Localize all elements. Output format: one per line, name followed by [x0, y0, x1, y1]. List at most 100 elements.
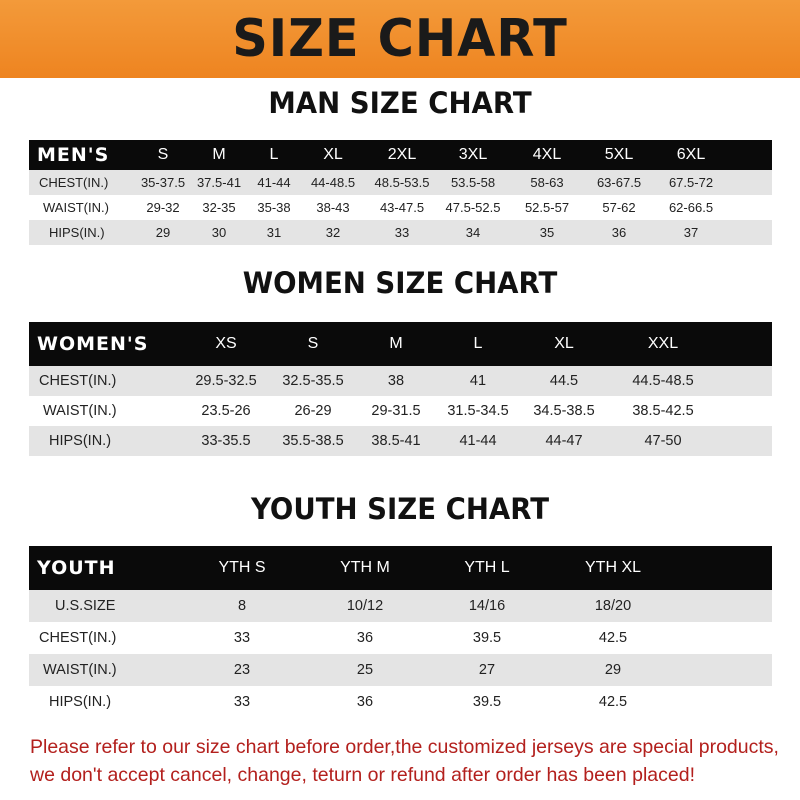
size-header: S: [307, 335, 319, 352]
table-cell: 34: [465, 225, 481, 240]
table-row: U.S.SIZE 8 10/12 14/16 18/20: [29, 590, 772, 622]
size-header: YTH L: [464, 559, 510, 576]
table-row: CHEST(IN.) 29.5-32.5 32.5-35.5 38 41 44.5 44.5…: [29, 366, 772, 396]
table-cell: 44.5: [549, 373, 579, 389]
table-cell: 8: [237, 598, 247, 614]
size-header: M: [389, 335, 403, 352]
table-cell: 29.5-32.5: [195, 373, 257, 389]
row-label: CHEST(IN.): [39, 630, 117, 646]
table-cell: 67.5-72: [668, 175, 714, 190]
header-label: WOMEN'S: [37, 333, 149, 355]
size-header: XL: [554, 335, 574, 352]
notice-line-2: we don't accept cancel, change, teturn o…: [30, 764, 695, 786]
row-label: CHEST(IN.): [39, 175, 109, 190]
table-cell: 29: [604, 662, 622, 678]
size-header: YTH M: [340, 559, 390, 576]
table-cell: 36: [611, 225, 627, 240]
table-row: WAIST(IN.) 23.5-26 26-29 29-31.5 31.5-34.5 34…: [29, 396, 772, 426]
table-cell: 25: [356, 662, 374, 678]
table-row: WAIST(IN.) 23 25 27 29: [29, 654, 772, 686]
table-cell: 41-44: [459, 433, 497, 449]
row-label: WAIST(IN.): [43, 200, 109, 215]
size-header: L: [473, 335, 483, 352]
table-cell: 37: [683, 225, 699, 240]
row-label: WAIST(IN.): [43, 662, 117, 678]
size-header: XXL: [647, 335, 679, 352]
notice-line-1: Please refer to our size chart before or…: [30, 736, 779, 758]
header-label: YOUTH: [37, 557, 116, 579]
row-label: U.S.SIZE: [55, 598, 116, 614]
men-header-row: MEN'S S M L XL 2XL 3XL 4XL 5XL 6XL: [29, 140, 772, 170]
table-cell: 14/16: [468, 598, 506, 614]
table-cell: 29-32: [146, 200, 180, 215]
youth-header-row: YOUTH YTH S YTH M YTH L YTH XL: [29, 546, 772, 590]
youth-title: YOUTH SIZE CHART: [250, 492, 550, 526]
table-row: HIPS(IN.) 33 36 39.5 42.5: [29, 686, 772, 718]
table-cell: 38.5-41: [371, 433, 421, 449]
size-header: 5XL: [604, 146, 634, 163]
banner-title: SIZE CHART: [232, 9, 568, 69]
women-size-table: WOMEN'S XS S M L XL XXL CHEST(IN.) 29.5-32.5 32.5…: [29, 322, 772, 456]
table-cell: 44.5-48.5: [632, 373, 694, 389]
table-row: HIPS(IN.) 29 30 31 32 33 34 35 36 37: [29, 220, 772, 245]
table-cell: 35.5-38.5: [282, 433, 344, 449]
table-cell: 57-62: [602, 200, 636, 215]
table-cell: 32: [325, 225, 341, 240]
table-cell: 38: [387, 373, 405, 389]
table-cell: 10/12: [346, 598, 384, 614]
table-cell: 42.5: [598, 630, 628, 646]
table-cell: 38-43: [316, 200, 350, 215]
banner: SIZE CHART: [0, 0, 800, 78]
table-cell: 44-48.5: [310, 175, 356, 190]
table-cell: 23.5-26: [201, 403, 251, 419]
table-cell: 52.5-57: [524, 200, 570, 215]
table-cell: 36: [356, 630, 374, 646]
table-cell: 27: [478, 662, 496, 678]
table-cell: 32.5-35.5: [282, 373, 344, 389]
table-cell: 62-66.5: [668, 200, 714, 215]
size-header: M: [212, 146, 226, 163]
row-label: HIPS(IN.): [49, 433, 112, 449]
table-cell: 31: [266, 225, 282, 240]
table-cell: 33: [233, 694, 251, 710]
table-row: CHEST(IN.) 35-37.5 37.5-41 41-44 44-48.5 48.5…: [29, 170, 772, 195]
header-label: MEN'S: [37, 144, 110, 166]
table-cell: 23: [233, 662, 251, 678]
notice-text: Please refer to our size chart before or…: [30, 733, 790, 789]
table-cell: 37.5-41: [196, 175, 242, 190]
row-label: HIPS(IN.): [49, 225, 105, 240]
size-header: S: [157, 146, 169, 163]
size-header: XS: [215, 335, 237, 352]
table-cell: 44-47: [545, 433, 583, 449]
youth-size-table: YOUTH YTH S YTH M YTH L YTH XL U.S.SIZE 8 10/12…: [29, 546, 772, 718]
table-cell: 39.5: [472, 630, 502, 646]
table-cell: 53.5-58: [450, 175, 496, 190]
row-label: HIPS(IN.): [49, 694, 112, 710]
table-cell: 33: [394, 225, 410, 240]
table-cell: 34.5-38.5: [533, 403, 595, 419]
women-header-row: WOMEN'S XS S M L XL XXL: [29, 322, 772, 366]
table-cell: 42.5: [598, 694, 628, 710]
men-title: MAN SIZE CHART: [268, 86, 532, 120]
table-cell: 33-35.5: [201, 433, 251, 449]
table-cell: 36: [356, 694, 374, 710]
table-cell: 35-37.5: [140, 175, 186, 190]
table-cell: 47-50: [644, 433, 682, 449]
table-cell: 47.5-52.5: [445, 200, 501, 215]
table-cell: 26-29: [294, 403, 332, 419]
size-header: YTH S: [218, 559, 266, 576]
table-cell: 29: [155, 225, 171, 240]
men-size-table: MEN'S S M L XL 2XL 3XL 4XL 5XL 6XL CHEST(IN.) 35-37…: [29, 140, 772, 245]
table-row: WAIST(IN.) 29-32 32-35 35-38 38-43 43-47.5 47.…: [29, 195, 772, 220]
table-cell: 30: [211, 225, 227, 240]
table-cell: 38.5-42.5: [632, 403, 694, 419]
table-cell: 35-38: [257, 200, 291, 215]
women-title: WOMEN SIZE CHART: [242, 266, 558, 300]
size-header: XL: [323, 146, 343, 163]
table-cell: 41-44: [257, 175, 291, 190]
size-header: 3XL: [458, 146, 488, 163]
table-cell: 33: [233, 630, 251, 646]
row-label: WAIST(IN.): [43, 403, 117, 419]
size-header: L: [269, 146, 279, 163]
size-header: 4XL: [532, 146, 562, 163]
